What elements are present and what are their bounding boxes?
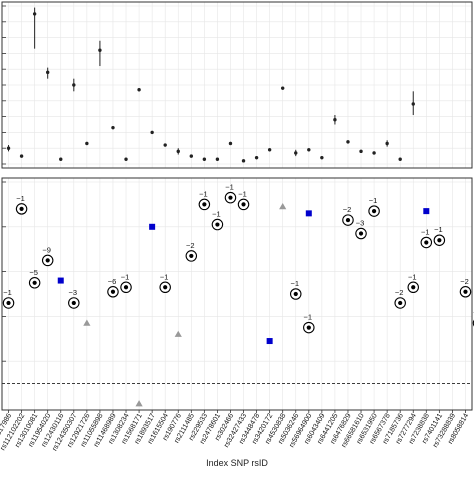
circled-point-dot xyxy=(45,258,50,263)
point-offset-label: −6 xyxy=(108,277,117,286)
circled-point-dot xyxy=(123,285,129,290)
circled-point-dot xyxy=(345,217,351,223)
circled-point-dot xyxy=(71,300,76,306)
point-offset-label: −1 xyxy=(225,183,234,192)
top-point xyxy=(359,149,363,154)
circled-point-dot xyxy=(19,206,24,211)
top-point xyxy=(6,146,11,150)
point-offset-label: −2 xyxy=(186,241,195,250)
point-offset-label: −1 xyxy=(421,227,430,236)
top-panel-border xyxy=(1,1,473,169)
circled-point-dot xyxy=(189,253,194,259)
top-point xyxy=(385,141,389,146)
top-point xyxy=(85,141,89,146)
triangle-point xyxy=(83,319,91,326)
top-point xyxy=(228,141,233,146)
square-point xyxy=(423,208,430,215)
point-offset-label: −9 xyxy=(42,245,51,254)
square-point xyxy=(149,223,156,230)
top-point xyxy=(215,157,220,161)
point-offset-label: −1 xyxy=(160,272,169,281)
top-point xyxy=(98,48,102,52)
circled-point-dot xyxy=(293,291,298,297)
point-offset-label: −2 xyxy=(395,288,404,297)
top-point xyxy=(45,70,50,75)
top-point xyxy=(307,148,311,152)
top-point xyxy=(294,151,298,155)
top-point xyxy=(346,140,350,144)
point-offset-label: −3 xyxy=(69,288,78,297)
top-point xyxy=(124,157,128,161)
point-offset-label: −2 xyxy=(343,205,352,214)
top-point xyxy=(59,157,63,161)
circled-point-dot xyxy=(110,289,116,294)
point-offset-label: −1 xyxy=(212,210,221,219)
point-offset-label: −5 xyxy=(29,268,38,277)
square-point xyxy=(266,338,273,345)
top-point xyxy=(333,118,337,122)
top-point xyxy=(202,157,207,161)
circled-point-dot xyxy=(463,289,468,294)
top-point xyxy=(176,149,180,154)
triangle-point xyxy=(174,330,182,337)
top-point xyxy=(32,12,37,16)
point-offset-label: −1 xyxy=(16,194,25,203)
point-offset-label: −1 xyxy=(3,288,12,297)
x-axis-label: Index SNP rsID xyxy=(206,458,268,468)
circled-point-dot xyxy=(411,285,416,290)
top-point xyxy=(163,143,167,147)
point-offset-label: −1 xyxy=(199,189,208,198)
triangle-point xyxy=(279,203,287,210)
circled-point-dot xyxy=(371,209,377,214)
circled-point-dot xyxy=(202,202,207,207)
circled-point-dot xyxy=(163,285,168,290)
circled-point-dot xyxy=(6,300,11,306)
point-offset-label: −1 xyxy=(290,279,299,288)
bottom-panel-background xyxy=(2,178,472,410)
top-point xyxy=(137,88,141,92)
point-offset-label: −1 xyxy=(304,313,313,322)
circled-point-dot xyxy=(424,240,429,245)
circled-point-dot xyxy=(215,222,220,227)
bottom-panel-border xyxy=(1,177,473,411)
circled-point-dot xyxy=(228,195,233,200)
point-offset-label: −2 xyxy=(460,277,469,286)
top-point xyxy=(320,155,324,160)
circled-point-dot xyxy=(241,202,246,207)
point-offset-label: −3 xyxy=(356,219,365,228)
circled-point-dot xyxy=(398,300,403,306)
top-panel xyxy=(1,1,473,169)
point-offset-label: −1 xyxy=(408,272,417,281)
top-point xyxy=(372,151,376,155)
point-offset-label: −1 xyxy=(121,272,130,281)
top-point xyxy=(267,148,272,152)
top-point xyxy=(254,155,259,160)
top-point xyxy=(19,154,24,158)
square-point xyxy=(57,277,64,284)
top-point xyxy=(411,102,415,106)
circled-point-dot xyxy=(306,325,311,330)
triangle-point xyxy=(135,400,143,407)
top-point xyxy=(280,86,285,90)
top-point xyxy=(72,83,76,87)
top-point xyxy=(150,130,154,135)
circled-point-dot xyxy=(437,238,442,243)
circled-point-dot xyxy=(32,280,37,285)
bottom-panel: −1 −1 −5 −9 −3 −6 −1 −1 −2 −1 −1 −1 −1 −1 −1 −2 −3 −1 −2 −1… xyxy=(1,177,474,411)
top-point xyxy=(241,159,246,163)
point-offset-label: −1 xyxy=(434,225,443,234)
square-point xyxy=(305,210,312,217)
top-point xyxy=(398,157,402,161)
top-point xyxy=(111,125,115,130)
top-point xyxy=(189,154,194,158)
point-offset-label: −1 xyxy=(238,189,247,198)
circled-point-dot xyxy=(358,231,364,236)
point-offset-label: −1 xyxy=(369,196,378,205)
x-tick-labels: rs17986rs112102202rs13010081rs11954020rs… xyxy=(0,410,470,452)
